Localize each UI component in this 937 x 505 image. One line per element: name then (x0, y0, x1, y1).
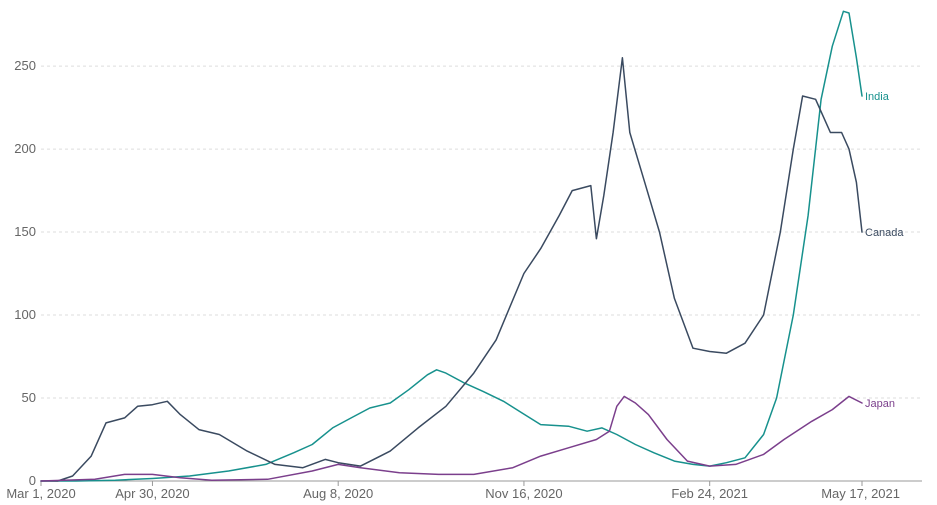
x-tick-label: Apr 30, 2020 (115, 486, 189, 501)
y-tick-label: 200 (14, 141, 36, 156)
series-line-japan (40, 395, 863, 482)
x-axis: Mar 1, 2020 Apr 30, 2020 Aug 8, 2020 Nov 16… (6, 480, 922, 501)
x-tick-label: Aug 8, 2020 (303, 486, 373, 501)
y-axis-ticks: 0 50 100 150 200 250 (14, 58, 36, 488)
series-line-india (40, 10, 863, 482)
series-lines (40, 10, 863, 482)
x-tick-label: Mar 1, 2020 (6, 486, 75, 501)
series-labels: India Canada Japan (865, 91, 904, 410)
y-tick-label: 0 (29, 473, 36, 488)
gridlines (41, 65, 922, 399)
y-tick-label: 150 (14, 224, 36, 239)
series-label-india: India (865, 91, 890, 103)
x-tick-label: Nov 16, 2020 (485, 486, 562, 501)
series-line-canada (40, 57, 863, 482)
x-tick-label: May 17, 2021 (821, 486, 900, 501)
y-tick-label: 250 (14, 58, 36, 73)
series-label-japan: Japan (865, 398, 895, 410)
y-tick-label: 50 (22, 390, 36, 405)
x-tick-label: Feb 24, 2021 (671, 486, 748, 501)
series-label-canada: Canada (865, 227, 904, 239)
y-tick-label: 100 (14, 307, 36, 322)
